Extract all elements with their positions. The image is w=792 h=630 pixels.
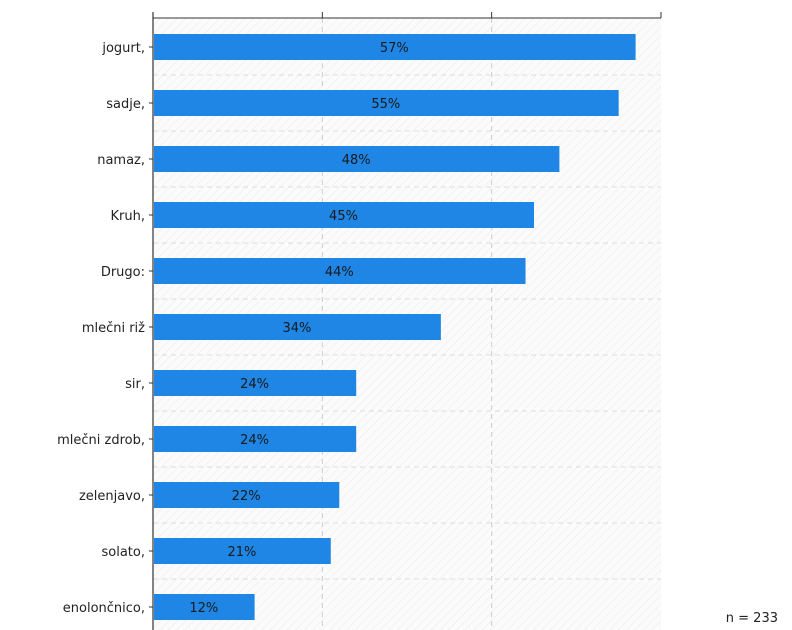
bar xyxy=(154,594,255,620)
bar xyxy=(154,314,441,340)
labels: jogurt, 57% sadje, 55% namaz, 48% Kruh, 45% Drug… xyxy=(57,41,409,616)
sample-size-label: n = 233 xyxy=(725,611,778,626)
axes xyxy=(149,12,662,630)
bar xyxy=(154,90,619,116)
value-label: 48% xyxy=(342,153,371,168)
value-label: 21% xyxy=(227,545,256,560)
category-label: sir, xyxy=(125,377,145,392)
value-label: 12% xyxy=(189,601,218,616)
bar xyxy=(154,370,357,396)
bars xyxy=(154,34,636,620)
bar xyxy=(154,538,331,564)
value-label: 55% xyxy=(371,97,400,112)
category-label: enolončnico, xyxy=(63,601,145,616)
bar xyxy=(154,34,636,60)
bar xyxy=(154,202,534,228)
grid-lines xyxy=(153,18,661,630)
value-label: 34% xyxy=(282,321,311,336)
value-label: 24% xyxy=(240,433,269,448)
category-label: namaz, xyxy=(97,153,145,168)
category-label: sadje, xyxy=(106,97,145,112)
category-label: mlečni riž xyxy=(82,321,145,336)
category-label: Drugo: xyxy=(101,265,145,280)
category-label: Kruh, xyxy=(111,209,145,224)
category-label: zelenjavo, xyxy=(79,489,145,504)
bar xyxy=(154,426,357,452)
value-label: 45% xyxy=(329,209,358,224)
bar xyxy=(154,258,526,284)
category-label: mlečni zdrob, xyxy=(57,433,145,448)
bar xyxy=(154,146,560,172)
bar xyxy=(154,482,340,508)
category-label: jogurt, xyxy=(101,41,145,56)
value-label: 22% xyxy=(232,489,261,504)
value-label: 44% xyxy=(325,265,354,280)
value-label: 57% xyxy=(380,41,409,56)
value-label: 24% xyxy=(240,377,269,392)
category-label: solato, xyxy=(102,545,146,560)
